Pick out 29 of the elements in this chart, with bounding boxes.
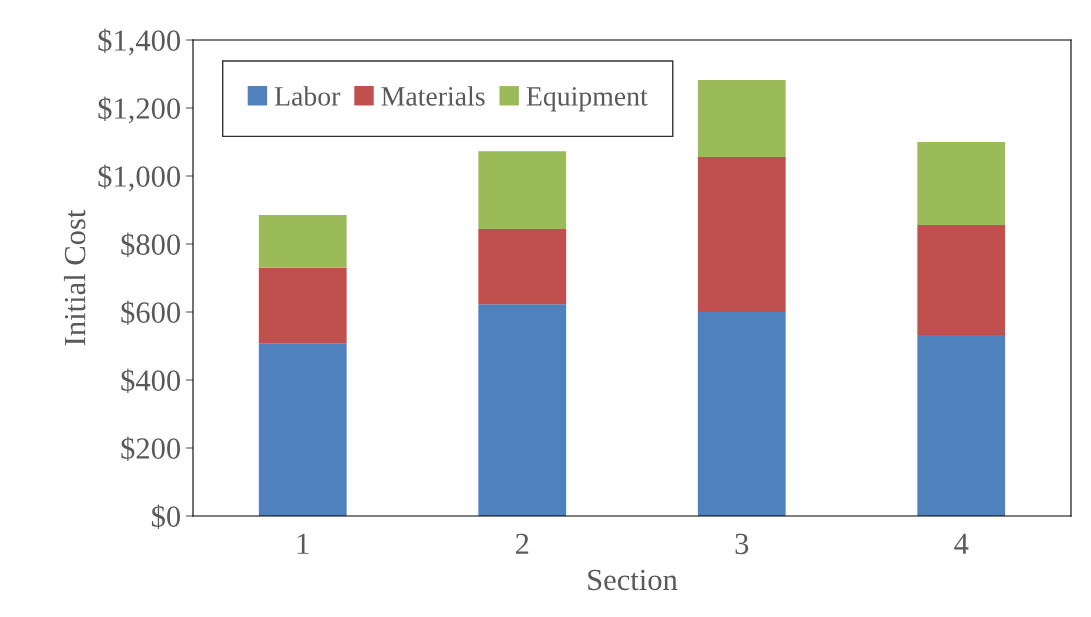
x-tick-label: 2 [515, 533, 529, 554]
bar [697, 156, 786, 312]
bar [478, 151, 567, 230]
y-tick-label: $1,000 [98, 164, 181, 192]
bar [258, 267, 347, 344]
bar [917, 142, 1006, 225]
legend-label: Equipment [526, 87, 648, 112]
x-tick-label: 3 [735, 533, 749, 555]
x-tick-label: 4 [954, 533, 969, 554]
y-tick-label: $600 [121, 300, 181, 325]
x-tick-label: 1 [297, 533, 309, 554]
bar [478, 304, 567, 516]
y-tick-label: $200 [121, 436, 181, 461]
bar [258, 343, 347, 516]
bar [258, 215, 347, 268]
y-tick-label: $1,400 [98, 28, 181, 56]
y-tick-label: $1,200 [98, 96, 181, 124]
y-tick-label: $800 [121, 232, 181, 257]
bar [917, 335, 1006, 516]
bar [478, 229, 567, 305]
bar [697, 312, 786, 516]
bar [697, 80, 786, 157]
y-axis-title: Initial Cost [63, 209, 86, 346]
legend-label: Materials [381, 86, 485, 106]
y-tick-label: $0 [151, 504, 181, 529]
x-axis-title: Section [588, 569, 678, 591]
y-tick-label: $400 [121, 368, 181, 393]
bar [917, 224, 1006, 336]
legend-label: Labor [274, 86, 341, 106]
